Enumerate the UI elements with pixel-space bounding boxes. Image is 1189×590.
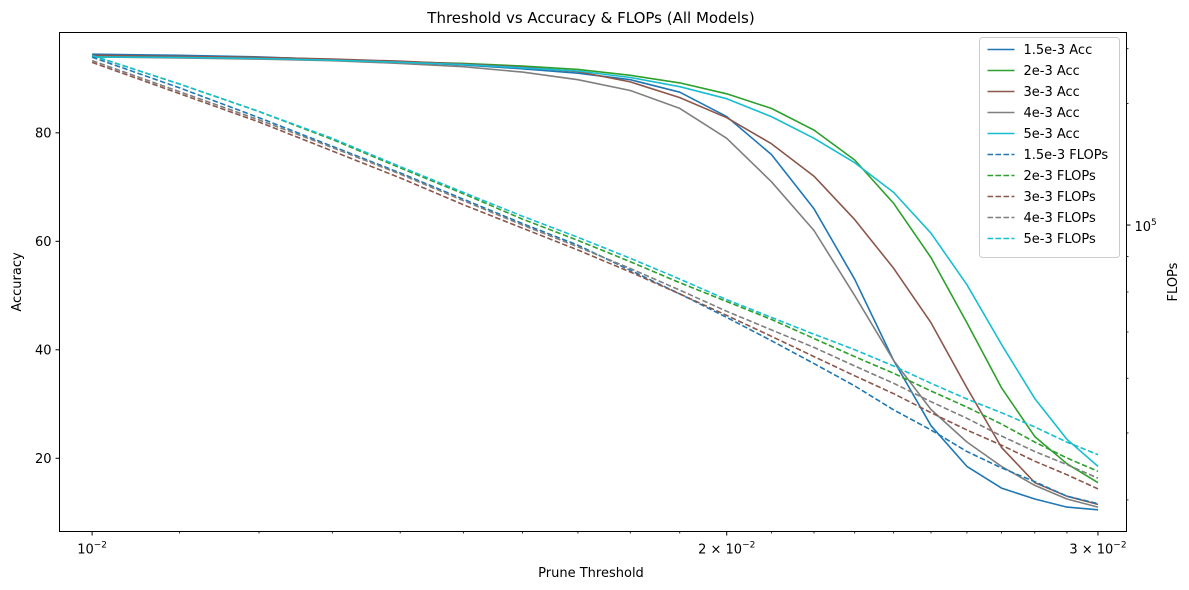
chart-title: Threshold vs Accuracy & FLOPs (All Model… bbox=[426, 9, 754, 27]
y-tick-label-3: 80 bbox=[35, 126, 52, 141]
plot-area bbox=[91, 53, 1099, 511]
legend-label-2: 3e-3 Acc bbox=[1024, 85, 1080, 100]
legend-label-7: 3e-3 FLOPs bbox=[1024, 190, 1096, 205]
legend-label-0: 1.5e-3 Acc bbox=[1024, 43, 1093, 58]
y-tick-label-0: 20 bbox=[35, 452, 52, 467]
plot-frame bbox=[59, 32, 1127, 532]
x-tick-label-0: 10−2 bbox=[77, 541, 107, 558]
legend-label-5: 1.5e-3 FLOPs bbox=[1024, 148, 1109, 163]
series-line-9 bbox=[91, 54, 1099, 456]
legend-label-6: 2e-3 FLOPs bbox=[1024, 169, 1096, 184]
x-tick-label-2: 3 × 10−2 bbox=[1069, 541, 1126, 558]
series-line-1 bbox=[92, 55, 1099, 484]
legend-label-1: 2e-3 Acc bbox=[1024, 64, 1080, 79]
y-tick-label-1: 40 bbox=[35, 343, 52, 358]
series-line-0 bbox=[92, 53, 1099, 511]
legend-label-3: 4e-3 Acc bbox=[1024, 106, 1080, 121]
series-line-8 bbox=[91, 59, 1099, 479]
series-line-6 bbox=[91, 54, 1099, 473]
legend-box bbox=[979, 37, 1120, 258]
series-line-4 bbox=[92, 56, 1099, 468]
legend: 1.5e-3 Acc 2e-3 Acc 3e-3 Acc 4e-3 Acc 5e-3 A… bbox=[979, 37, 1120, 258]
legend-label-9: 5e-3 FLOPs bbox=[1024, 232, 1096, 247]
series-line-7 bbox=[91, 61, 1099, 490]
x-tick-label-1: 2 × 10−2 bbox=[698, 541, 755, 558]
series-line-2 bbox=[92, 54, 1099, 506]
legend-label-4: 5e-3 Acc bbox=[1024, 127, 1080, 142]
legend-label-8: 4e-3 FLOPs bbox=[1024, 211, 1096, 226]
y-tick-label-2: 60 bbox=[35, 235, 52, 250]
y2-tick-label-0: 105 bbox=[1135, 218, 1157, 235]
series-line-5 bbox=[91, 56, 1099, 505]
y2-axis-label: FLOPs bbox=[1166, 262, 1181, 301]
x-axis-label: Prune Threshold bbox=[538, 566, 644, 581]
y-axis-label: Accuracy bbox=[10, 252, 25, 312]
